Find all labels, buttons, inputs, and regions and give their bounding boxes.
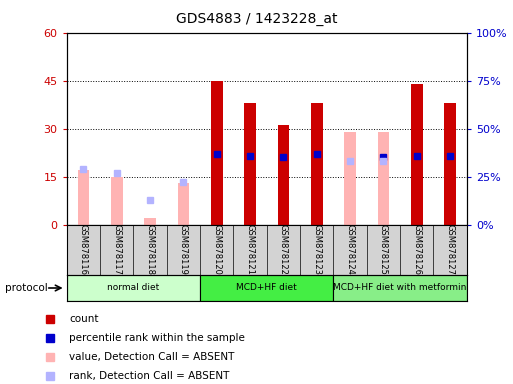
Text: GSM878124: GSM878124 [346, 224, 354, 275]
Text: normal diet: normal diet [107, 283, 160, 293]
Bar [177, 183, 189, 225]
Text: GSM878120: GSM878120 [212, 224, 221, 275]
Bar [144, 218, 156, 225]
Text: value, Detection Call = ABSENT: value, Detection Call = ABSENT [69, 352, 234, 362]
Text: GSM878125: GSM878125 [379, 224, 388, 275]
Text: rank, Detection Call = ABSENT: rank, Detection Call = ABSENT [69, 371, 230, 381]
Text: MCD+HF diet with metformin: MCD+HF diet with metformin [333, 283, 467, 293]
Text: GSM878117: GSM878117 [112, 224, 121, 275]
Text: GSM878126: GSM878126 [412, 224, 421, 275]
Bar [444, 103, 456, 225]
Bar [67, 275, 200, 301]
Text: GDS4883 / 1423228_at: GDS4883 / 1423228_at [176, 12, 337, 25]
Bar [244, 103, 256, 225]
Text: protocol: protocol [5, 283, 48, 293]
Bar [344, 132, 356, 225]
Text: GSM878127: GSM878127 [446, 224, 455, 275]
Text: count: count [69, 314, 99, 324]
Bar [411, 84, 423, 225]
Text: percentile rank within the sample: percentile rank within the sample [69, 333, 245, 343]
Bar [333, 275, 467, 301]
Bar [278, 126, 289, 225]
Bar [200, 275, 333, 301]
Text: GSM878121: GSM878121 [246, 224, 254, 275]
Text: GSM878122: GSM878122 [279, 224, 288, 275]
Bar [211, 81, 223, 225]
Text: GSM878118: GSM878118 [146, 224, 154, 275]
Bar [77, 170, 89, 225]
Text: GSM878119: GSM878119 [179, 224, 188, 275]
Bar [378, 132, 389, 225]
Text: MCD+HF diet: MCD+HF diet [236, 283, 297, 293]
Text: GSM878123: GSM878123 [312, 224, 321, 275]
Bar [111, 177, 123, 225]
Text: GSM878116: GSM878116 [79, 224, 88, 275]
Bar [311, 103, 323, 225]
